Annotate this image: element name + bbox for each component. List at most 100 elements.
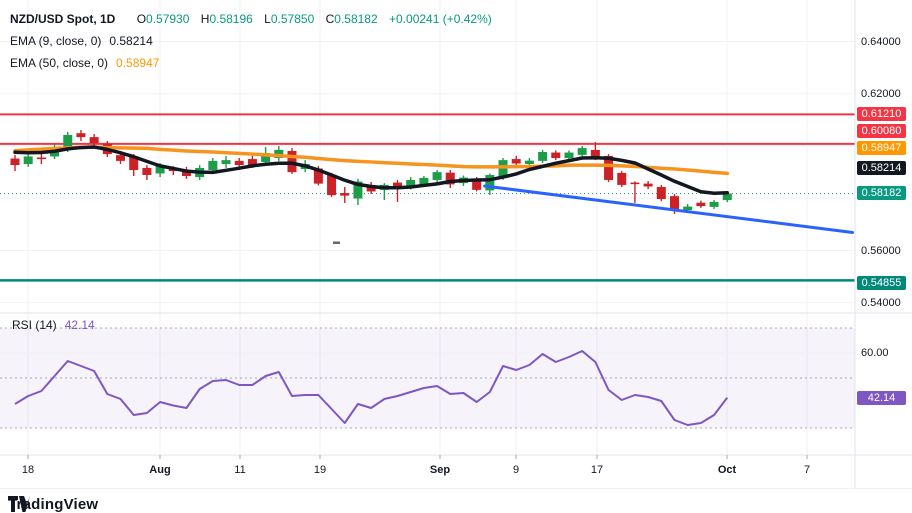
price-axis-badge: 0.61210: [857, 106, 906, 121]
time-label: 9: [512, 464, 520, 476]
candle-body: [564, 152, 574, 159]
candle-body: [670, 196, 679, 211]
high-label: H: [200, 12, 210, 26]
rsi-label: RSI (14): [12, 318, 57, 332]
candle-body: [617, 172, 627, 185]
rsi-value: 42.14: [64, 318, 95, 332]
tradingview-logo-icon: [8, 496, 30, 512]
candle-body: [498, 160, 508, 179]
candle-body: [208, 160, 218, 171]
ema50-value: 0.58947: [116, 56, 160, 70]
candle-body: [511, 159, 521, 164]
price-chart-canvas[interactable]: [0, 0, 912, 489]
candle-body: [23, 156, 33, 165]
candle-body: [155, 166, 165, 174]
rsi-line: [14, 350, 729, 426]
candle-body: [538, 152, 548, 161]
candle-body: [406, 179, 416, 188]
open-value: 0.57930: [146, 12, 190, 26]
time-label: 17: [590, 464, 604, 476]
time-label: 7: [803, 464, 811, 476]
open-label: O: [136, 12, 147, 26]
rsi-legend-row[interactable]: RSI (14) 42.14: [12, 318, 95, 332]
tradingview-logo-text: TradingView: [8, 496, 99, 513]
symbol-legend-row: NZD/USD Spot, 1D O0.57930 H0.58196 L0.57…: [10, 8, 492, 30]
ema9-line: [13, 145, 730, 196]
candle-body: [432, 172, 442, 180]
time-label: 18: [21, 464, 35, 476]
candle-body: [327, 174, 337, 196]
candle-body: [181, 170, 191, 177]
candle-body: [551, 152, 561, 159]
candle-body: [340, 193, 350, 196]
candle-body: [247, 159, 257, 166]
candle-body: [353, 181, 363, 199]
time-label-month: Oct: [717, 464, 737, 476]
candle-body: [221, 160, 231, 165]
price-axis-badge: 0.58182: [857, 186, 906, 200]
candle-body: [313, 168, 323, 184]
rsi-axis-label: 60.00: [861, 347, 889, 359]
dash-mark: [333, 241, 340, 244]
price-axis-badge: 0.60080: [857, 123, 906, 138]
candle-body: [630, 182, 640, 185]
price-axis-label: 0.64000: [861, 35, 901, 48]
candle-body: [683, 206, 693, 211]
time-label: 11: [234, 464, 246, 476]
price-axis-badge: 0.58947: [857, 141, 906, 155]
candle-body: [419, 177, 429, 185]
price-axis-badge: 0.54855: [857, 276, 906, 290]
ema50-label: EMA (50, close, 0): [10, 56, 109, 70]
candle-body: [129, 156, 139, 171]
candle-body: [656, 187, 666, 200]
price-axis-label: 0.56000: [861, 244, 901, 257]
price-axis-badge: 0.58214: [857, 161, 906, 175]
price-axis-label: 0.62000: [861, 87, 901, 100]
candle-body: [709, 201, 719, 207]
time-label-month: Aug: [149, 464, 171, 476]
low-label: L: [264, 12, 271, 26]
rsi-band: [0, 328, 855, 428]
rsi-axis-badge: 42.14: [857, 391, 906, 405]
trendline: [483, 184, 855, 234]
candle-body: [445, 172, 455, 185]
symbol-title[interactable]: NZD/USD Spot, 1D: [10, 12, 116, 26]
ema9-legend-row[interactable]: EMA (9, close, 0) 0.58214: [10, 30, 492, 52]
candle-body: [142, 167, 152, 175]
candle-body: [63, 135, 73, 150]
change-value: +0.00241 (+0.42%): [389, 12, 492, 26]
candle-body: [590, 149, 600, 159]
ema9-label: EMA (9, close, 0): [10, 34, 102, 48]
candle-body: [604, 155, 614, 180]
candle-body: [524, 160, 534, 165]
legend: NZD/USD Spot, 1D O0.57930 H0.58196 L0.57…: [10, 8, 492, 74]
candle-body: [116, 155, 126, 161]
close-label: C: [325, 12, 335, 26]
candle-body: [577, 148, 587, 155]
candle-body: [696, 202, 706, 207]
high-value: 0.58196: [209, 12, 253, 26]
tradingview-logo[interactable]: TradingView: [8, 496, 98, 513]
ema50-line: [13, 145, 730, 176]
candle-body: [76, 133, 86, 138]
candle-body: [722, 193, 732, 201]
price-axis[interactable]: 0.64000 0.62000 0.56000 0.54000 0.61210 0.600…: [855, 0, 912, 489]
low-value: 0.57850: [270, 12, 315, 26]
candle-body: [393, 182, 403, 189]
time-label-month: Sep: [429, 464, 451, 476]
candle-body: [643, 183, 653, 187]
close-value: 0.58182: [334, 12, 378, 26]
candle-body: [261, 153, 271, 162]
candle-body: [36, 157, 46, 160]
candle-body: [472, 178, 482, 190]
time-label: 19: [313, 464, 327, 476]
ema50-legend-row[interactable]: EMA (50, close, 0) 0.58947: [10, 52, 492, 74]
candle-body: [89, 137, 99, 144]
ema9-value: 0.58214: [109, 34, 153, 48]
candle-body: [10, 158, 20, 166]
candle-body: [234, 160, 244, 166]
time-axis[interactable]: 18 Aug 11 19 Sep 9 17 Oct 7: [0, 455, 912, 489]
price-axis-label: 0.54000: [861, 296, 901, 309]
candle-body: [485, 174, 495, 191]
